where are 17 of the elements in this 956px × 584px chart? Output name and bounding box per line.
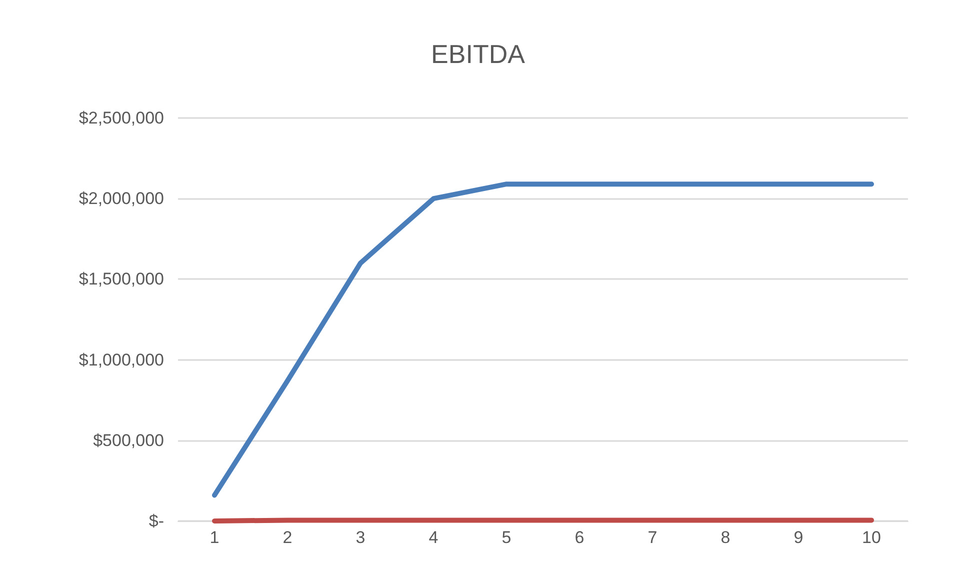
x-tick-label: 4 [428, 528, 438, 547]
y-tick-label: $2,000,000 [78, 189, 164, 208]
x-tick-label: 7 [648, 528, 658, 547]
x-tick-label: 6 [574, 528, 584, 547]
x-tick-label: 3 [356, 528, 366, 547]
chart-title: EBITDA [431, 39, 526, 69]
x-tick-label: 1 [210, 528, 220, 547]
x-tick-label: 8 [720, 528, 730, 547]
x-tick-label: 10 [862, 528, 881, 547]
y-tick-label: $- [148, 512, 164, 530]
x-tick-label: 9 [794, 528, 804, 547]
x-tick-label: 2 [282, 528, 292, 547]
y-tick-label: $1,000,000 [78, 350, 164, 370]
x-tick-label: 5 [502, 528, 512, 547]
y-tick-label: $1,500,000 [78, 270, 164, 289]
y-tick-label: $2,500,000 [78, 108, 164, 128]
y-tick-label: $500,000 [93, 430, 164, 450]
